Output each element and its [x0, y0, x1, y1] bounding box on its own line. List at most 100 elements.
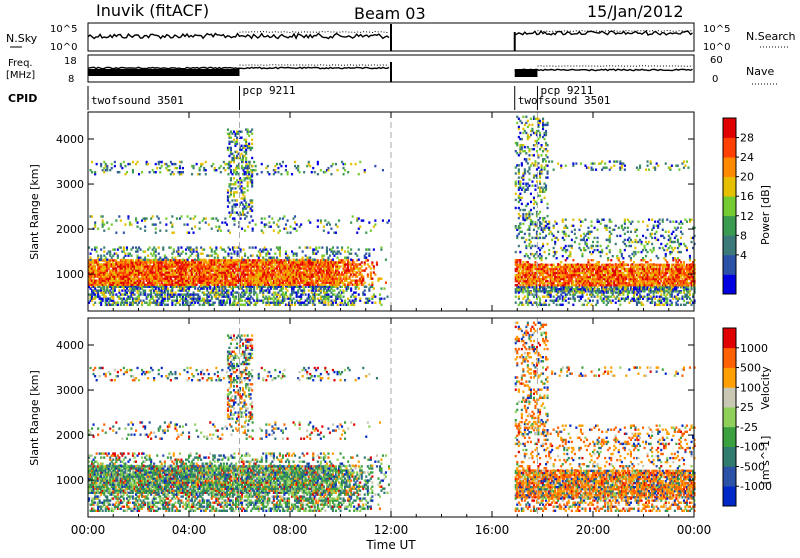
heatmap-cell — [303, 287, 305, 289]
heatmap-cell — [268, 253, 270, 255]
heatmap-cell — [250, 287, 252, 289]
heatmap-cell — [277, 171, 279, 173]
heatmap-cell — [251, 199, 253, 201]
heatmap-cell — [120, 304, 122, 306]
heatmap-cell — [180, 161, 182, 163]
heatmap-cell — [250, 302, 252, 304]
heatmap-cell — [332, 259, 334, 261]
heatmap-cell — [179, 217, 181, 219]
heatmap-cell — [94, 302, 96, 304]
cpid-label: CPID — [8, 92, 37, 105]
heatmap-cell — [302, 257, 304, 259]
heatmap-cell — [362, 219, 364, 221]
heatmap-cell — [352, 215, 354, 217]
heatmap-cell — [152, 215, 154, 217]
heatmap-cell — [202, 253, 204, 255]
heatmap-cell — [327, 169, 329, 171]
heatmap-cell — [274, 253, 276, 255]
heatmap-cell — [264, 286, 266, 288]
heatmap-cell — [261, 217, 263, 219]
heatmap-cell — [317, 219, 319, 221]
heatmap-cell — [327, 232, 329, 234]
heatmap-cell — [329, 223, 331, 225]
heatmap-cell — [380, 246, 382, 248]
heatmap-cell — [382, 219, 384, 221]
heatmap-cell — [167, 304, 169, 306]
heatmap-cell — [227, 128, 229, 130]
heatmap-cell — [368, 253, 370, 255]
heatmap-cell — [115, 219, 117, 221]
heatmap-cell — [149, 171, 151, 173]
heatmap-cell — [147, 296, 149, 298]
heatmap-cell — [364, 282, 366, 284]
heatmap-cell — [180, 253, 182, 255]
heatmap-cell — [251, 128, 253, 130]
heatmap-cell — [173, 248, 175, 250]
heatmap-cell — [262, 232, 264, 234]
heatmap-cell — [140, 248, 142, 250]
heatmap-cell — [159, 171, 161, 173]
heatmap-cell — [236, 203, 238, 205]
heatmap-cell — [241, 131, 243, 133]
heatmap-cell — [251, 210, 253, 212]
heatmap-cell — [155, 248, 157, 250]
heatmap-cell — [365, 257, 367, 259]
heatmap-cell — [373, 226, 375, 228]
heatmap-cell — [106, 253, 108, 255]
heatmap-cell — [306, 246, 308, 248]
heatmap-cell — [311, 171, 313, 173]
heatmap-cell — [256, 293, 258, 295]
heatmap-cell — [255, 169, 257, 171]
heatmap-cell — [572, 280, 574, 282]
heatmap-cell — [247, 226, 249, 228]
heatmap-cell — [228, 201, 230, 203]
heatmap-cell — [174, 163, 176, 165]
heatmap-cell — [114, 165, 116, 167]
heatmap-cell — [280, 165, 282, 167]
cpid-segment-label: twofsound 3501 — [91, 94, 184, 107]
heatmap-cell — [243, 259, 245, 261]
heatmap-cell — [212, 163, 214, 165]
heatmap-cell — [194, 215, 196, 217]
nsearch-label: N.Search — [746, 30, 796, 43]
heatmap-cell — [180, 246, 182, 248]
heatmap-cell — [358, 293, 360, 295]
freq-trace — [88, 67, 389, 68]
heatmap-cell — [317, 163, 319, 165]
heatmap-cell — [140, 291, 142, 293]
heatmap-cell — [353, 304, 355, 306]
heatmap-cell — [214, 257, 216, 259]
heatmap-cell — [223, 161, 225, 163]
heatmap-cell — [114, 248, 116, 250]
heatmap-cell — [309, 165, 311, 167]
heatmap-cell — [155, 223, 157, 225]
heatmap-cell — [317, 226, 319, 228]
heatmap-cell — [343, 167, 345, 169]
heatmap-cell — [103, 161, 105, 163]
heatmap-cell — [211, 296, 213, 298]
heatmap-cell — [132, 246, 134, 248]
heatmap-cell — [347, 171, 349, 173]
heatmap-cell — [158, 246, 160, 248]
heatmap-cell — [290, 296, 292, 298]
heatmap-cell — [598, 288, 600, 290]
heatmap-cell — [365, 267, 367, 269]
heatmap-cell — [191, 228, 193, 230]
heatmap-cell — [135, 163, 137, 165]
heatmap-cell — [350, 296, 352, 298]
heatmap-cell — [100, 248, 102, 250]
heatmap-cell — [135, 217, 137, 219]
heatmap-cell — [218, 287, 220, 289]
heatmap-cell — [155, 171, 157, 173]
heatmap-cell — [97, 228, 99, 230]
heatmap-cell — [314, 296, 316, 298]
heatmap-cell — [91, 215, 93, 217]
heatmap-cell — [242, 210, 244, 212]
heatmap-cell — [240, 248, 242, 250]
heatmap-cell — [230, 165, 232, 167]
heatmap-cell — [247, 128, 249, 130]
heatmap-cell — [224, 304, 226, 306]
heatmap-cell — [277, 259, 279, 261]
heatmap-cell — [126, 246, 128, 248]
